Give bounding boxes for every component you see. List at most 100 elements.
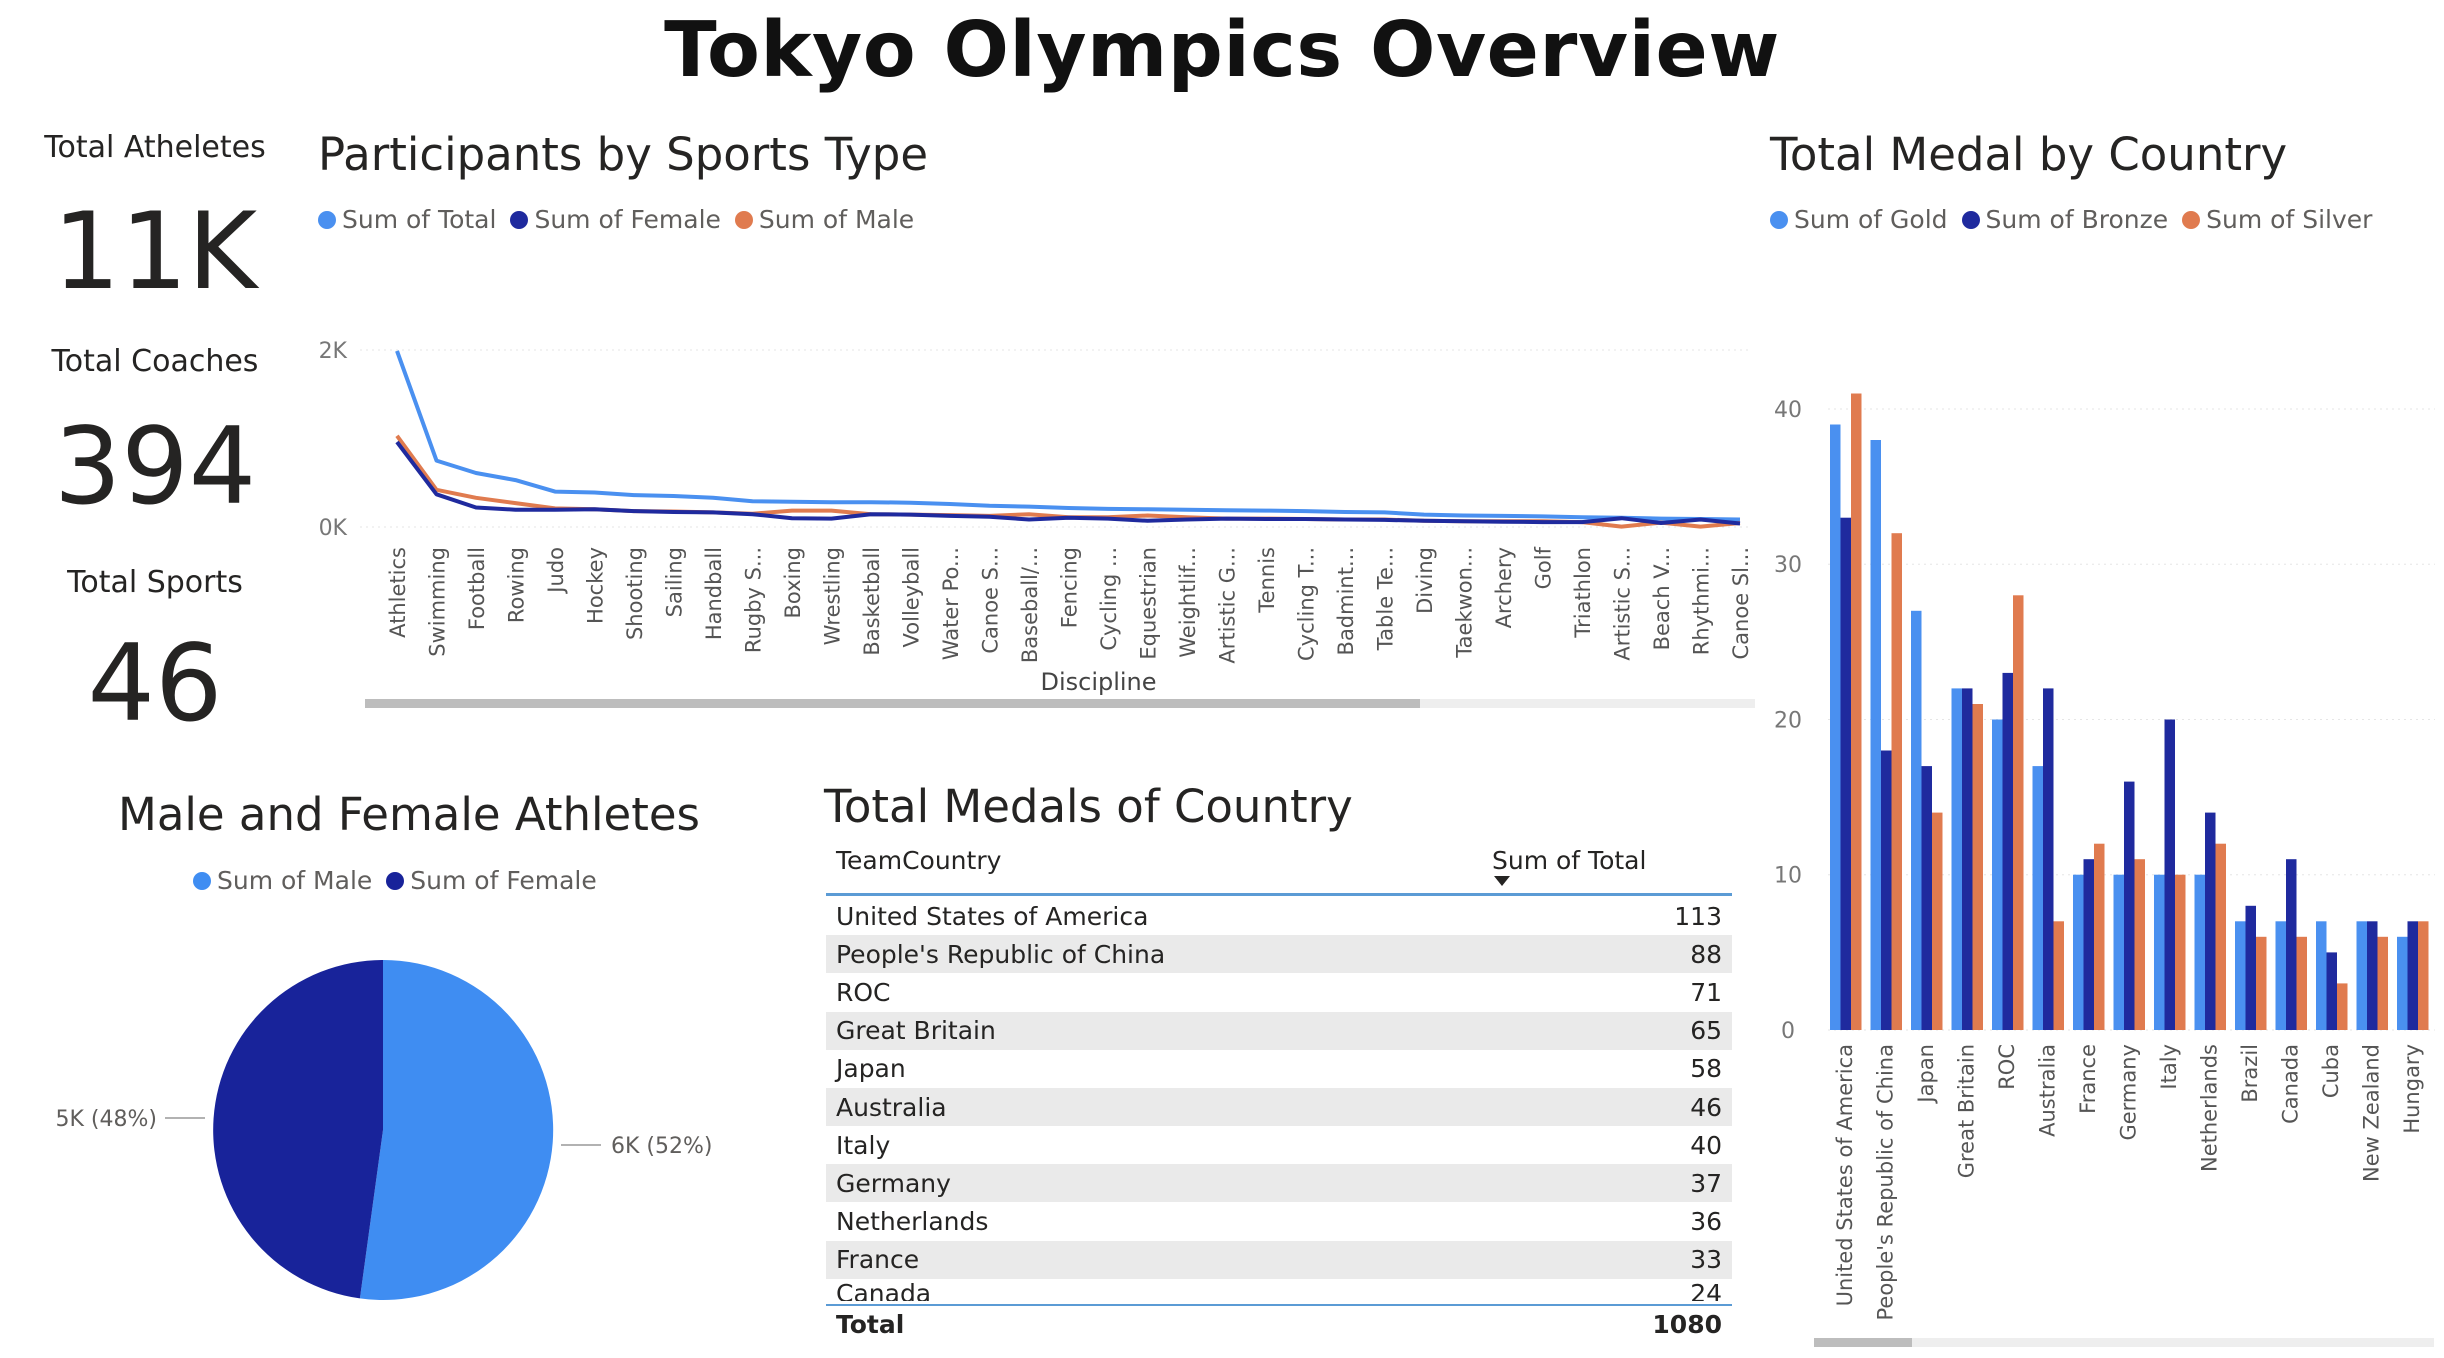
bar-sum-of-gold[interactable] <box>1870 440 1882 1030</box>
cell-country: Australia <box>836 1092 947 1122</box>
table-row[interactable]: France 33 <box>826 1240 1732 1279</box>
table-row[interactable]: Netherlands 36 <box>826 1202 1732 1241</box>
x-tick-label: New Zealand <box>2359 1044 2383 1182</box>
table-row[interactable]: People's Republic of China 88 <box>826 935 1732 974</box>
bar-sum-of-bronze[interactable] <box>2205 812 2216 1030</box>
table-header-country[interactable]: TeamCountry <box>836 846 1002 875</box>
legend-item-female[interactable]: Sum of Female <box>510 205 721 234</box>
cell-country: United States of America <box>836 901 1149 931</box>
bar-sum-of-bronze[interactable] <box>2367 921 2378 1030</box>
bar-sum-of-silver[interactable] <box>2337 983 2348 1030</box>
x-tick-label: Fencing <box>1058 547 1082 628</box>
bar-sum-of-bronze[interactable] <box>2286 859 2297 1030</box>
x-tick-label: Brazil <box>2238 1044 2262 1103</box>
bar-sum-of-bronze[interactable] <box>2245 905 2257 1030</box>
cell-country: ROC <box>836 977 891 1007</box>
pie-label-male: 6K (52%) <box>611 1134 712 1159</box>
y-tick-label: 40 <box>1774 398 1802 423</box>
bar-sum-of-gold[interactable] <box>2113 874 2125 1030</box>
legend-item-male[interactable]: Sum of Male <box>193 866 372 895</box>
bar-sum-of-silver[interactable] <box>2053 921 2065 1030</box>
bar-sum-of-silver[interactable] <box>2215 843 2227 1030</box>
table-row[interactable]: United States of America 113 <box>826 897 1732 935</box>
bar-sum-of-silver[interactable] <box>1932 812 1943 1030</box>
bar-sum-of-bronze[interactable] <box>2002 672 2014 1030</box>
bar-sum-of-gold[interactable] <box>2073 874 2084 1030</box>
series-line-sum-of-female[interactable] <box>395 440 1741 526</box>
scrollbar-thumb[interactable] <box>365 699 1420 708</box>
x-tick-label: Great Britain <box>1954 1044 1978 1178</box>
series-line-sum-of-total[interactable] <box>395 350 1741 522</box>
participants-scrollbar[interactable] <box>365 699 1755 708</box>
table-row[interactable]: Great Britain 65 <box>826 1011 1732 1050</box>
legend-dot-icon <box>193 871 211 890</box>
series-line-sum-of-male[interactable] <box>395 434 1741 529</box>
bar-sum-of-bronze[interactable] <box>1921 766 1933 1030</box>
bar-sum-of-gold[interactable] <box>1992 719 2003 1031</box>
bar-sum-of-bronze[interactable] <box>2043 688 2054 1030</box>
bar-sum-of-bronze[interactable] <box>2083 859 2095 1030</box>
pie-chart-title: Male and Female Athletes <box>118 788 700 841</box>
cell-total: 37 <box>1690 1168 1722 1198</box>
bar-sum-of-silver[interactable] <box>2377 936 2389 1030</box>
bar-sum-of-bronze[interactable] <box>1840 517 1852 1030</box>
bar-sum-of-bronze[interactable] <box>2164 719 2176 1031</box>
scrollbar-thumb[interactable] <box>1814 1338 1912 1347</box>
bar-sum-of-silver[interactable] <box>2418 921 2429 1030</box>
bar-sum-of-silver[interactable] <box>2094 843 2105 1030</box>
x-tick-label: Triathlon <box>1571 547 1595 639</box>
medal-scrollbar[interactable] <box>1814 1338 2434 1347</box>
x-tick-label: Water Po... <box>939 547 963 660</box>
bar-sum-of-bronze[interactable] <box>1881 750 1892 1031</box>
bar-sum-of-silver[interactable] <box>2013 595 2024 1030</box>
cell-country: Netherlands <box>836 1207 989 1237</box>
bar-sum-of-gold[interactable] <box>2194 874 2206 1030</box>
table-row[interactable]: Australia 46 <box>826 1088 1732 1126</box>
table-row[interactable]: Japan 58 <box>826 1049 1732 1088</box>
bar-sum-of-gold[interactable] <box>2032 766 2044 1030</box>
bar-sum-of-bronze[interactable] <box>1962 688 1973 1030</box>
sort-desc-icon[interactable] <box>1494 876 1510 886</box>
bar-sum-of-bronze[interactable] <box>2124 781 2135 1030</box>
bar-sum-of-gold[interactable] <box>2154 874 2165 1030</box>
table-row[interactable]: ROC 71 <box>826 973 1732 1012</box>
table-row[interactable]: Canada 24 <box>826 1279 1732 1301</box>
legend-dot-icon <box>734 210 753 229</box>
legend-item-gold[interactable]: Sum of Gold <box>1770 205 1948 234</box>
bar-sum-of-bronze[interactable] <box>2326 952 2338 1030</box>
bar-sum-of-silver[interactable] <box>1891 533 1903 1030</box>
bar-sum-of-gold[interactable] <box>2275 921 2287 1030</box>
table-total-label: Total <box>836 1310 905 1339</box>
pie-slice-male[interactable] <box>359 959 554 1300</box>
bar-sum-of-bronze[interactable] <box>2407 921 2419 1030</box>
table-row[interactable]: Germany 37 <box>826 1164 1732 1203</box>
legend-item-male[interactable]: Sum of Male <box>734 205 914 234</box>
bar-sum-of-gold[interactable] <box>1951 688 1963 1030</box>
participants-line-chart: 2K 0K Athletics Swimming Football Rowing Judo H… <box>319 339 1753 696</box>
bar-sum-of-silver[interactable] <box>2256 936 2267 1030</box>
bar-sum-of-gold[interactable] <box>2356 921 2368 1030</box>
bar-sum-of-silver[interactable] <box>2296 936 2308 1030</box>
bar-sum-of-silver[interactable] <box>1851 393 1862 1031</box>
table-row[interactable]: Italy 40 <box>826 1126 1732 1165</box>
legend-item-total[interactable]: Sum of Total <box>318 205 496 234</box>
legend-item-silver[interactable]: Sum of Silver <box>2182 205 2372 234</box>
kpi-athletes-label: Total Atheletes <box>44 130 266 165</box>
x-tick-label: Artistic S... <box>1611 547 1635 661</box>
x-tick-label: Shooting <box>623 547 647 640</box>
x-tick-label: Volleyball <box>900 547 924 647</box>
pie-slice-female[interactable] <box>213 960 383 1299</box>
bar-sum-of-gold[interactable] <box>2397 936 2408 1030</box>
legend-item-bronze[interactable]: Sum of Bronze <box>1961 205 2168 234</box>
bar-sum-of-silver[interactable] <box>2134 859 2146 1030</box>
bar-sum-of-gold[interactable] <box>2235 921 2246 1030</box>
bar-sum-of-silver[interactable] <box>1972 704 1984 1030</box>
bar-sum-of-silver[interactable] <box>2175 874 2186 1030</box>
table-header-total[interactable]: Sum of Total <box>1492 846 1647 875</box>
bar-sum-of-gold[interactable] <box>1911 610 1922 1030</box>
bar-sum-of-gold[interactable] <box>1830 424 1841 1031</box>
legend-item-female[interactable]: Sum of Female <box>386 866 597 895</box>
legend-label: Sum of Male <box>217 866 373 895</box>
bar-sum-of-gold[interactable] <box>2316 921 2327 1030</box>
y-tick-label: 30 <box>1774 553 1802 578</box>
